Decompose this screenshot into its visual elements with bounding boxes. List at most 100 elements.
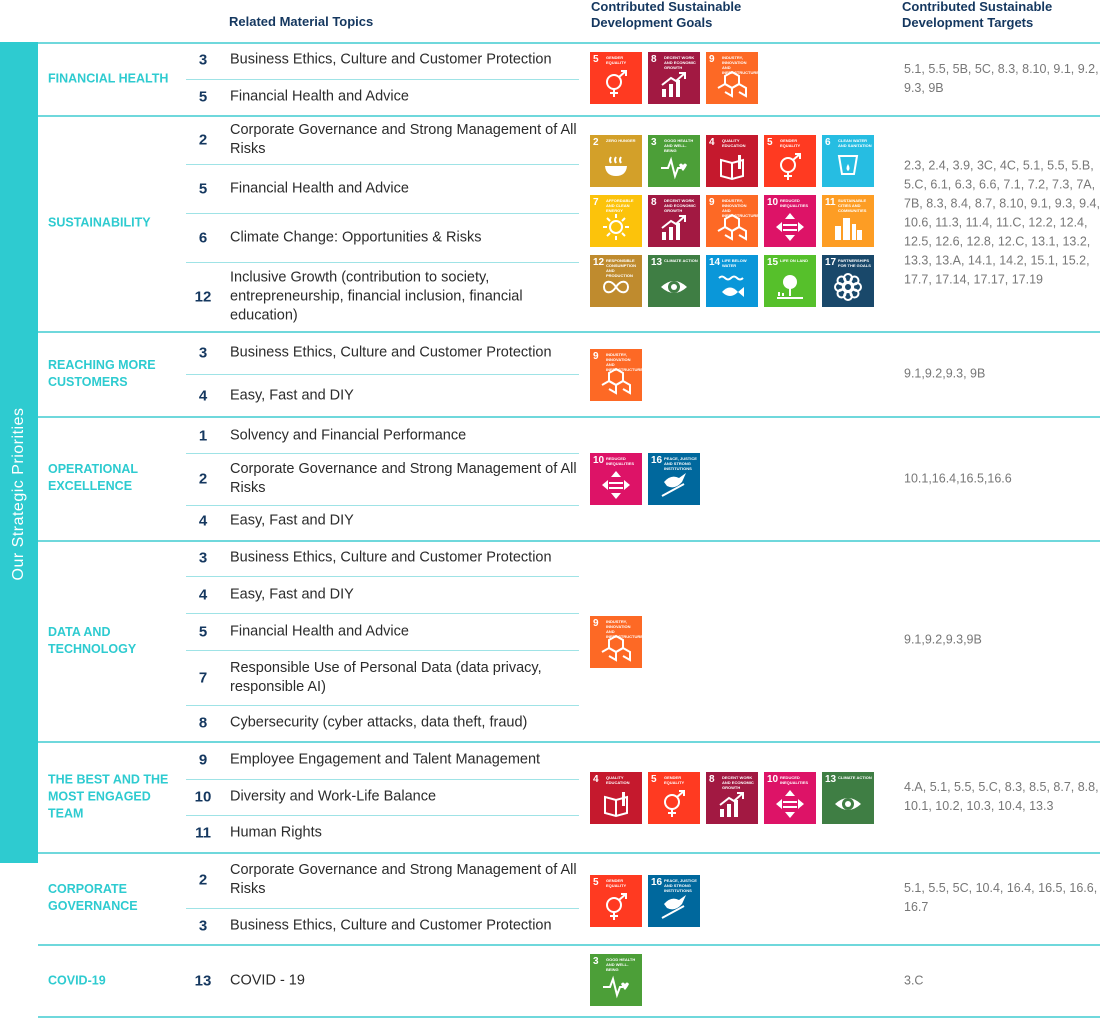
sdg-name: Quality Education bbox=[722, 138, 746, 148]
topic-number: 10 bbox=[194, 788, 212, 806]
row-divider bbox=[38, 944, 1100, 946]
equality-arrows-icon bbox=[602, 471, 630, 499]
topic-number: 11 bbox=[195, 824, 211, 842]
infinity-icon bbox=[602, 280, 630, 294]
sdg-16-tile: 16 Peace, Justice and Strong Institutions bbox=[648, 875, 700, 927]
priority-operational-excellence: Operational Excellence bbox=[48, 462, 138, 493]
sdg-number: 7 bbox=[593, 197, 599, 208]
topic-text: Employee Engagement and Talent Managemen… bbox=[230, 751, 541, 768]
sdg-name: Decent Work and Economic Growth bbox=[664, 198, 696, 213]
topic-text: Easy, Fast and DIY bbox=[230, 387, 354, 404]
topic-number: 13 bbox=[194, 972, 212, 990]
flower-ring-icon bbox=[834, 273, 862, 301]
sdg-name: Peace, Justice and Strong Institutions bbox=[664, 456, 697, 471]
cubes-icon bbox=[717, 213, 747, 241]
topic-text: Responsible Use of Personal Data (data p… bbox=[230, 660, 542, 695]
sdg-name: Climate Action bbox=[838, 775, 872, 780]
topic-divider bbox=[186, 650, 579, 651]
priority-corporate-governance: Corporate Governance bbox=[48, 882, 138, 913]
sdg-number: 5 bbox=[593, 54, 599, 65]
topic-divider bbox=[186, 705, 579, 706]
sdg-number: 17 bbox=[825, 257, 837, 268]
sdg-name: Reduced Inequalities bbox=[780, 198, 809, 208]
topic-text: Business Ethics, Culture and Customer Pr… bbox=[230, 51, 552, 68]
row-divider bbox=[38, 42, 1100, 44]
sdg-number: 16 bbox=[651, 877, 663, 888]
eye-globe-icon bbox=[835, 798, 861, 810]
sdg-name: Decent Work and Economic Growth bbox=[722, 775, 754, 790]
growth-chart-icon bbox=[719, 792, 744, 817]
sdg-10-tile: 10 Reduced Inequalities bbox=[590, 453, 642, 505]
topic-number: 2 bbox=[198, 470, 208, 488]
topic-number: 6 bbox=[198, 229, 208, 247]
topic-number: 5 bbox=[198, 623, 208, 641]
topic-divider bbox=[186, 613, 579, 614]
sdg-3-tile: 3 Good Health and Well-Being bbox=[648, 135, 700, 187]
sdg-number: 6 bbox=[825, 137, 831, 148]
sdg-10-tile: 10 Reduced Inequalities bbox=[764, 772, 816, 824]
sdg-8-tile: 8 Decent Work and Economic Growth bbox=[706, 772, 758, 824]
topic-number: 5 bbox=[198, 180, 208, 198]
growth-chart-icon bbox=[661, 72, 686, 97]
topic-divider bbox=[186, 505, 579, 506]
row-divider bbox=[38, 741, 1100, 743]
row-divider bbox=[38, 115, 1100, 117]
gender-symbol-icon bbox=[780, 153, 801, 180]
sdg-name: Gender Equality bbox=[606, 55, 627, 65]
sdg-number: 10 bbox=[593, 455, 605, 466]
sdg-9-tile: 9 Industry, Innovation and Infrastructure bbox=[706, 195, 758, 247]
header-goals: Contributed Sustainable Development Goal… bbox=[591, 0, 742, 30]
sdg-name: Good Health and Well-Being bbox=[664, 138, 694, 153]
sdg-number: 3 bbox=[651, 137, 657, 148]
sdg-name: Industry, Innovation and Infrastructure bbox=[722, 198, 758, 218]
topic-number: 1 bbox=[198, 427, 208, 445]
sdg-number: 10 bbox=[767, 197, 779, 208]
priority-best-most-engaged-team: The Best and the Most Engaged Team bbox=[48, 772, 169, 820]
priority-sustainability: Sustainability bbox=[48, 215, 151, 230]
city-icon bbox=[835, 218, 862, 240]
topic-text: Diversity and Work-Life Balance bbox=[230, 788, 437, 805]
topic-divider bbox=[186, 815, 579, 816]
gender-symbol-icon bbox=[664, 790, 685, 817]
row-divider bbox=[38, 852, 1100, 854]
sdg-name: Life On Land bbox=[780, 258, 808, 263]
sdg-7-tile: 7 Affordable and Clean Energy bbox=[590, 195, 642, 247]
topic-number: 8 bbox=[198, 714, 208, 732]
targets-sustainability: 2.3, 2.4, 3.9, 3C, 4C, 5.1, 5.5, 5.B, 5.… bbox=[904, 158, 1100, 287]
sdg-number: 9 bbox=[709, 54, 715, 65]
sdg-number: 9 bbox=[593, 351, 599, 362]
targets-covid-19: 3.C bbox=[904, 973, 924, 988]
sdg-number: 8 bbox=[651, 197, 657, 208]
sdg-number: 9 bbox=[593, 618, 599, 629]
row-divider bbox=[38, 540, 1100, 542]
header-topics: Related Material Topics bbox=[229, 14, 374, 29]
sdg-number: 3 bbox=[593, 956, 599, 967]
priority-data-and-technology: Data and Technology bbox=[48, 624, 137, 656]
topic-text: Business Ethics, Culture and Customer Pr… bbox=[230, 917, 552, 934]
sdg-6-tile: 6 Clean Water and Sanitation bbox=[822, 135, 874, 187]
topic-text: Human Rights bbox=[230, 824, 322, 841]
topic-number: 4 bbox=[198, 387, 208, 405]
row-divider bbox=[38, 331, 1100, 333]
sdg-5-tile: 5 Gender Equality bbox=[590, 875, 642, 927]
sdg-number: 4 bbox=[709, 137, 715, 148]
topic-number: 12 bbox=[194, 288, 212, 306]
sdg-5-tile: 5 Gender Equality bbox=[590, 52, 642, 104]
topic-text: Financial Health and Advice bbox=[230, 623, 409, 640]
topic-divider bbox=[186, 262, 579, 263]
topic-text: Easy, Fast and DIY bbox=[230, 512, 354, 529]
sdg-number: 4 bbox=[593, 774, 599, 785]
sdg-name: Gender Equality bbox=[606, 878, 627, 888]
sdg-16-tile: 16 Peace, Justice and Strong Institutions bbox=[648, 453, 700, 505]
topic-divider bbox=[186, 908, 579, 909]
topic-text: Easy, Fast and DIY bbox=[230, 586, 354, 603]
sdg-12-tile: 12 Responsible Consumption and Production bbox=[590, 255, 642, 307]
sdg-number: 14 bbox=[709, 257, 721, 268]
targets-operational-excellence: 10.1,16.4,16.5,16.6 bbox=[904, 471, 1012, 486]
sdg-2-tile: 2 Zero Hunger bbox=[590, 135, 642, 187]
topic-text: Financial Health and Advice bbox=[230, 180, 409, 197]
topic-text: Business Ethics, Culture and Customer Pr… bbox=[230, 549, 552, 566]
sdg-name: Sustainable Cities and Communities bbox=[838, 198, 867, 213]
sdg-number: 9 bbox=[709, 197, 715, 208]
growth-chart-icon bbox=[661, 215, 686, 240]
